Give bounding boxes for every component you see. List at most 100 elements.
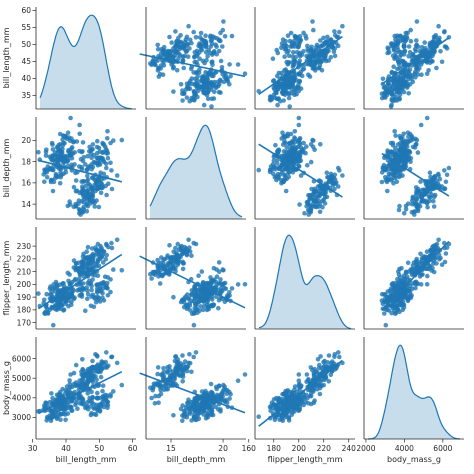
scatter-point <box>209 60 214 65</box>
scatter-point <box>216 305 221 311</box>
scatter-point <box>114 237 120 243</box>
scatter-point <box>388 104 394 109</box>
scatter-point <box>223 286 229 292</box>
scatter-point <box>297 71 302 77</box>
scatter-point <box>296 60 302 66</box>
scatter-point <box>286 170 291 175</box>
scatter-point <box>50 413 56 418</box>
scatter-point <box>167 243 172 248</box>
scatter-point <box>97 299 103 304</box>
scatter-point <box>187 303 193 308</box>
scatter-point <box>400 35 405 40</box>
scatter-point <box>314 44 319 50</box>
scatter-point <box>181 261 186 266</box>
scatter-point <box>172 257 178 262</box>
scatter-point <box>306 61 311 67</box>
scatter-point <box>171 249 176 254</box>
scatter-point <box>54 398 59 404</box>
scatter-point <box>296 164 302 169</box>
scatter-point <box>289 40 295 45</box>
scatter-point <box>401 159 407 164</box>
scatter-point <box>296 52 302 57</box>
scatter-point <box>408 27 414 33</box>
scatter-point <box>203 33 208 38</box>
scatter-point <box>318 142 323 147</box>
scatter-point <box>79 288 84 293</box>
scatter-point <box>71 265 77 270</box>
scatter-point <box>379 179 385 185</box>
scatter-point <box>403 203 409 209</box>
scatter-point <box>430 244 435 250</box>
x-axis-label: bill_depth_mm <box>167 455 226 464</box>
scatter-point <box>433 33 439 38</box>
scatter-point <box>180 379 185 384</box>
scatter-point <box>203 289 208 294</box>
scatter-point <box>216 48 222 54</box>
scatter-point <box>88 412 94 418</box>
scatter-point <box>405 30 410 36</box>
scatter-point <box>85 296 90 302</box>
y-tick-label: 55 <box>21 23 31 32</box>
scatter-point <box>397 92 403 98</box>
scatter-point <box>275 171 281 177</box>
scatter-point <box>270 56 276 61</box>
scatter-point <box>42 169 48 175</box>
scatter-point <box>187 86 193 91</box>
scatter-point <box>96 145 102 151</box>
scatter-point <box>198 290 203 295</box>
scatter-point <box>197 408 202 413</box>
scatter-point <box>189 253 194 258</box>
scatter-point <box>337 29 342 35</box>
scatter-point <box>187 245 192 250</box>
scatter-point <box>286 60 292 65</box>
scatter-point <box>201 85 206 90</box>
y-tick-label: 16 <box>21 179 31 188</box>
scatter-point <box>48 177 54 183</box>
scatter-point <box>207 280 213 286</box>
scatter-point <box>401 150 407 156</box>
scatter-point <box>425 273 430 279</box>
scatter-point <box>406 70 411 75</box>
scatter-point <box>279 41 285 46</box>
scatter-point <box>171 294 176 300</box>
scatter-point <box>204 57 209 63</box>
scatter-point <box>103 161 109 167</box>
scatter-point <box>284 43 290 49</box>
scatter-point <box>414 42 420 48</box>
scatter-point <box>173 366 178 372</box>
scatter-point <box>80 158 86 164</box>
scatter-point <box>304 372 310 377</box>
scatter-point <box>391 304 397 310</box>
scatter-point <box>79 292 85 297</box>
panel-bill_length_mm-vs-bill_length_mm <box>35 7 136 110</box>
scatter-point <box>304 36 309 41</box>
scatter-point <box>63 159 68 164</box>
scatter-point <box>286 149 292 155</box>
x-tick-label: 30 <box>28 444 38 453</box>
scatter-point <box>101 298 107 303</box>
scatter-point <box>332 367 338 372</box>
scatter-point <box>186 23 191 29</box>
scatter-point <box>203 50 209 55</box>
scatter-point <box>209 73 215 79</box>
y-tick-label: 14 <box>21 200 31 209</box>
scatter-point <box>178 254 183 260</box>
scatter-point <box>297 136 303 141</box>
scatter-point <box>397 50 402 55</box>
scatter-point <box>220 44 225 49</box>
scatter-point <box>397 203 402 209</box>
scatter-point <box>279 412 284 418</box>
scatter-point <box>203 388 208 394</box>
x-tick-label: 200 <box>292 444 307 453</box>
scatter-point <box>275 148 281 153</box>
scatter-point <box>179 247 185 253</box>
scatter-point <box>58 170 63 175</box>
scatter-point <box>194 85 200 91</box>
scatter-point <box>71 204 77 210</box>
scatter-point <box>414 137 420 143</box>
scatter-point <box>389 91 394 96</box>
scatter-point <box>98 155 104 161</box>
scatter-point <box>71 382 77 387</box>
scatter-point <box>389 70 395 75</box>
scatter-point <box>413 209 418 214</box>
